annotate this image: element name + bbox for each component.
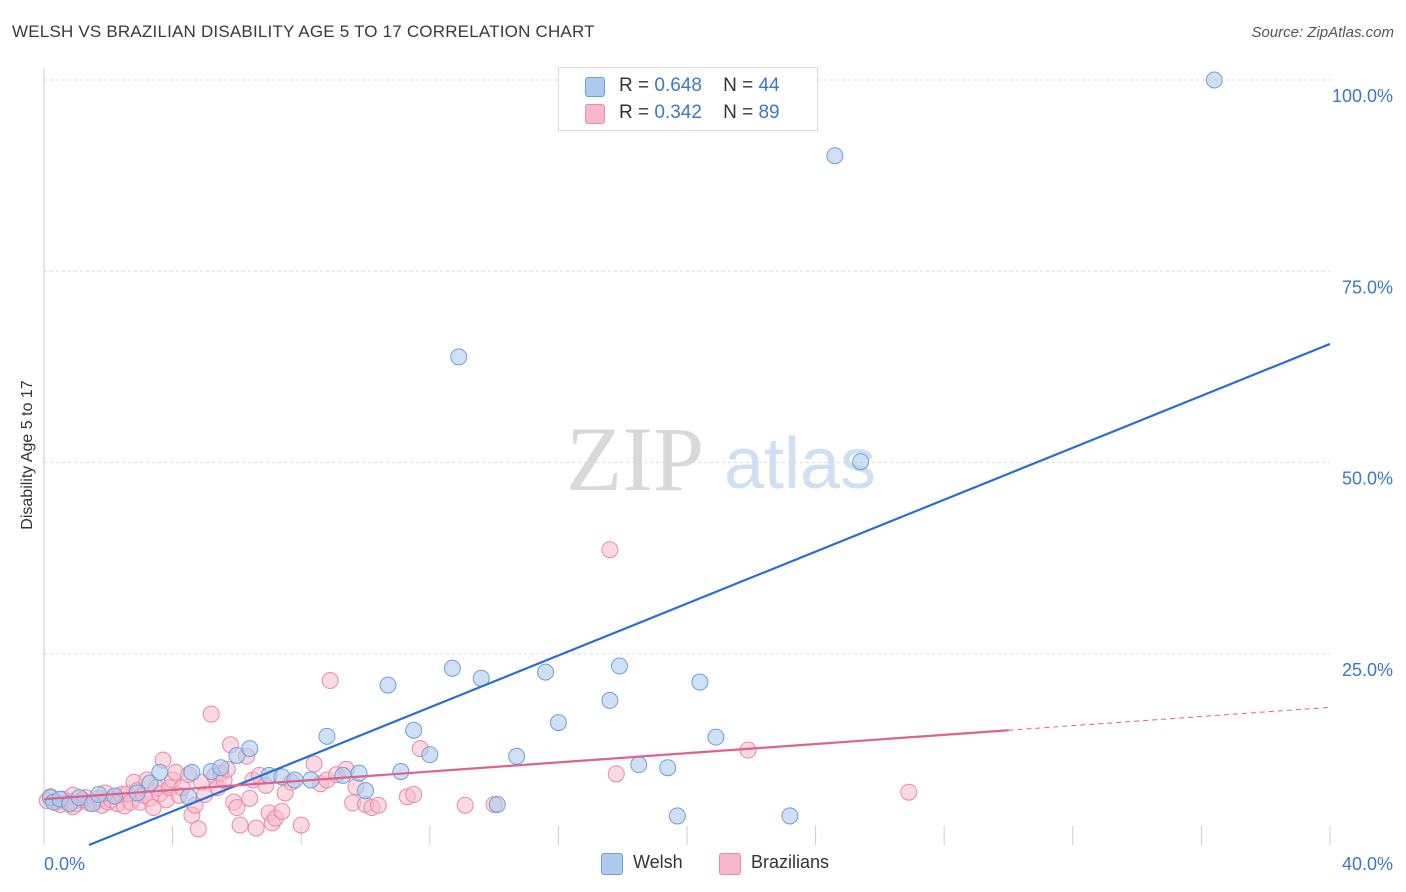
y-tick-label: 100.0%: [1332, 86, 1393, 106]
stats-legend: R = 0.648 N = 44 R = 0.342 N = 89: [558, 67, 818, 131]
welsh-point: [212, 759, 230, 777]
brazilian-trend-extension: [1008, 706, 1331, 731]
welsh-point: [392, 763, 410, 781]
stats-text: R = 0.342 N = 89: [619, 102, 780, 124]
welsh-point: [106, 787, 124, 805]
welsh-point: [659, 759, 677, 777]
brazilian-point: [601, 541, 619, 559]
welsh-swatch: [601, 853, 623, 875]
brazilian-point: [405, 786, 423, 804]
brazilian-point: [241, 789, 259, 807]
legend-label: Brazilians: [751, 852, 830, 872]
trend-lines: [43, 342, 1331, 847]
brazilian-point: [900, 783, 918, 801]
welsh-point: [443, 659, 461, 677]
x-tick-label: 0.0%: [44, 854, 85, 874]
r-value: 0.342: [654, 102, 702, 123]
n-value: 89: [758, 102, 780, 123]
welsh-point: [610, 657, 628, 675]
welsh-point: [183, 763, 201, 781]
brazilian-point: [202, 705, 220, 723]
grid-layer: [44, 79, 1330, 655]
x-tick-label: 40.0%: [1342, 854, 1393, 874]
welsh-point: [630, 756, 648, 774]
welsh-point: [334, 766, 352, 784]
tick-labels: 25.0% 50.0% 75.0% 100.0% 0.0% 40.0%: [44, 86, 1393, 874]
welsh-point: [450, 348, 468, 366]
series-legend: Welsh Brazilians: [0, 851, 1406, 877]
welsh-trend-line: [88, 342, 1331, 847]
welsh-point: [405, 721, 423, 739]
welsh-point: [549, 714, 567, 732]
welsh-point: [508, 747, 526, 765]
y-tick-label: 25.0%: [1342, 660, 1393, 680]
r-label: R =: [619, 102, 650, 123]
brazilian-point: [144, 799, 162, 817]
welsh-point: [707, 728, 725, 746]
r-value: 0.648: [654, 75, 702, 96]
n-value: 44: [758, 75, 780, 96]
welsh-point: [318, 727, 336, 745]
welsh-series: [41, 71, 1223, 825]
watermark: ZIP atlas: [566, 408, 876, 510]
brazilian-point: [228, 799, 246, 817]
brazilian-point: [607, 765, 625, 783]
welsh-point: [350, 764, 368, 782]
welsh-point: [151, 763, 169, 781]
welsh-point: [379, 676, 397, 694]
brazilian-point: [292, 816, 310, 834]
welsh-point: [421, 746, 439, 764]
stats-text: R = 0.648 N = 44: [619, 75, 780, 97]
brazilian-point: [369, 796, 387, 814]
n-label: N =: [723, 102, 754, 123]
y-tick-label: 50.0%: [1342, 469, 1393, 489]
brazilian-trend-line: [43, 729, 1009, 801]
legend-label: Welsh: [633, 852, 683, 872]
watermark-zip: ZIP: [566, 408, 704, 510]
chart-title: WELSH VS BRAZILIAN DISABILITY AGE 5 TO 1…: [12, 22, 595, 41]
y-tick-label: 75.0%: [1342, 277, 1393, 297]
welsh-point: [241, 740, 259, 758]
brazilians-swatch: [719, 853, 741, 875]
brazilian-point: [305, 755, 323, 773]
welsh-point: [601, 691, 619, 709]
welsh-point: [852, 453, 870, 471]
welsh-point: [488, 795, 506, 813]
welsh-point: [537, 663, 555, 681]
source-label: Source: ZipAtlas.com: [1251, 24, 1394, 41]
brazilian-point: [189, 820, 207, 838]
welsh-point: [357, 782, 374, 800]
welsh-point: [691, 673, 709, 691]
welsh-swatch: [585, 77, 605, 97]
brazilian-point: [231, 816, 249, 834]
n-label: N =: [723, 75, 754, 96]
welsh-point: [668, 807, 686, 825]
welsh-point: [826, 147, 844, 165]
brazilians-series: [38, 541, 918, 838]
brazilian-point: [273, 802, 291, 820]
brazilian-point: [456, 796, 474, 814]
welsh-point: [781, 807, 799, 825]
brazilians-swatch: [585, 104, 605, 124]
brazilian-point: [321, 672, 339, 690]
watermark-atlas: atlas: [724, 424, 876, 504]
brazilian-point: [247, 819, 265, 837]
welsh-point: [1205, 71, 1223, 89]
axis-layer: [43, 68, 1331, 845]
r-label: R =: [619, 75, 650, 96]
